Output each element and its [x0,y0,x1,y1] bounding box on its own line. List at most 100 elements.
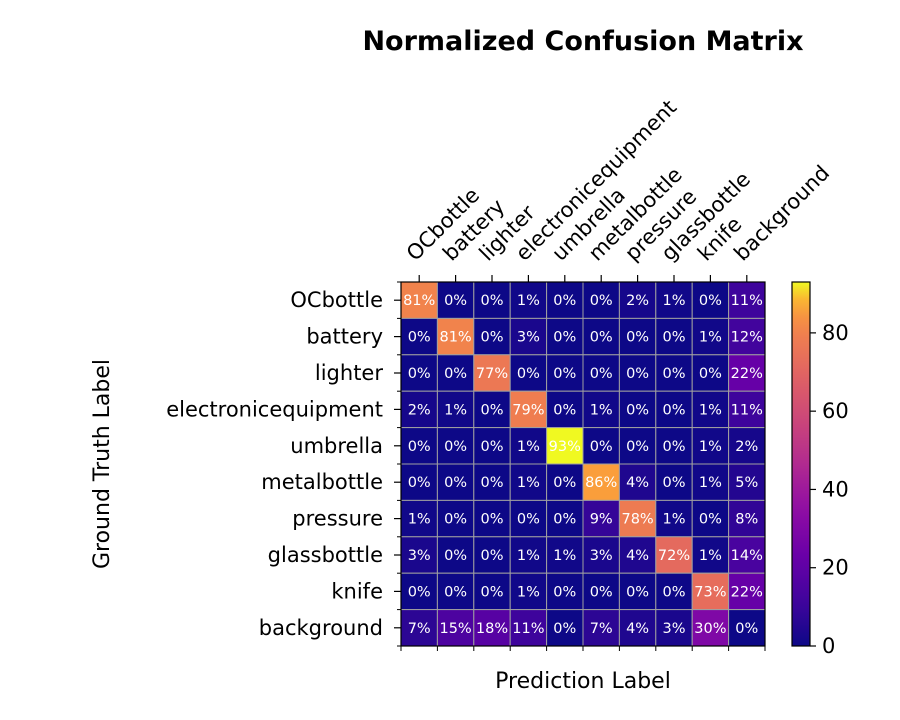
cell-value-label: 0% [699,512,722,528]
heatmap-cell [691,499,730,538]
cell-value-label: 0% [480,439,503,455]
cell-value-label: 3% [517,330,540,346]
y-tick-label: background [259,616,383,640]
cell-value-label: 0% [662,366,685,382]
plot-border [400,281,766,647]
y-tick-label: metalbottle [261,470,383,494]
cell-value-label: 30% [694,621,726,637]
cell-value-label: 0% [553,512,576,528]
cell-value-label: 8% [735,512,758,528]
heatmap-cell [728,609,766,647]
cell-value-label: 11% [512,621,544,637]
cell-value-label: 0% [590,330,613,346]
cell-value-label: 0% [590,439,613,455]
cell-value-label: 14% [731,548,763,564]
heatmap-cell [618,390,657,429]
heatmap-cell [582,463,620,501]
colorbar-tick-label: 80 [822,321,849,345]
heatmap-cell [582,499,620,538]
cell-value-label: 1% [444,402,467,418]
heatmap-cell [582,354,620,392]
cell-value-label: 0% [626,439,649,455]
cell-value-label: 0% [553,475,576,491]
heatmap-cell [509,390,548,429]
cell-value-label: 0% [408,439,431,455]
cell-value-label: 0% [408,330,431,346]
cell-value-label: 0% [480,584,503,600]
cell-value-label: 72% [658,548,690,564]
cell-value-label: 0% [553,621,576,637]
cell-value-label: 2% [735,439,758,455]
cell-value-label: 0% [662,475,685,491]
cell-value-label: 0% [699,293,722,309]
cell-value-label: 0% [699,366,722,382]
cell-value-label: 0% [444,512,467,528]
cell-value-label: 1% [699,402,722,418]
heatmap-cell [546,463,584,501]
cell-value-label: 5% [735,475,758,491]
cell-value-label: 0% [553,330,576,346]
cell-value-label: 0% [553,366,576,382]
cell-value-label: 1% [699,439,722,455]
cell-value-label: 0% [444,584,467,600]
cell-value-label: 0% [444,475,467,491]
cell-value-label: 1% [517,475,540,491]
heatmap-cell [655,281,693,319]
heatmap-cell [582,572,620,611]
cell-value-label: 0% [480,402,503,418]
heatmap-cell [473,536,511,574]
cell-value-label: 1% [517,293,540,309]
cell-value-label: 7% [590,621,613,637]
heatmap-cell [655,536,693,574]
cell-value-label: 15% [439,621,471,637]
cell-value-label: 22% [731,366,763,382]
cell-value-label: 0% [553,402,576,418]
cell-value-label: 77% [476,366,508,382]
y-tick-label: battery [306,325,383,349]
heatmap-cell [546,317,584,356]
cell-value-label: 0% [662,439,685,455]
cell-value-label: 1% [517,548,540,564]
cell-value-label: 1% [517,439,540,455]
heatmap-cell [582,427,620,465]
colorbar-tick-label: 40 [822,477,849,501]
y-tick-label: umbrella [290,434,383,458]
cell-value-label: 0% [408,584,431,600]
cell-value-label: 1% [699,475,722,491]
heatmap-cell [728,354,766,392]
cell-value-label: 0% [408,366,431,382]
heatmap-cell [400,609,438,647]
cell-value-label: 12% [731,330,763,346]
heatmap-cell [618,427,657,465]
cell-value-label: 0% [553,584,576,600]
heatmap-cell [655,354,693,392]
cell-value-label: 4% [626,548,649,564]
heatmap-cell [691,536,730,574]
y-tick-label: lighter [315,361,383,385]
heatmap-cell [728,390,766,429]
heatmap-cell [473,499,511,538]
cell-value-label: 81% [439,330,471,346]
cell-value-label: 0% [517,366,540,382]
colorbar-gradient [791,281,811,647]
colorbar-tick-label: 60 [822,399,849,423]
heatmap-cell [400,463,438,501]
y-tick-label: pressure [292,507,383,531]
cell-value-label: 2% [626,293,649,309]
cell-value-label: 0% [444,366,467,382]
heatmap-cell [691,572,730,611]
cell-value-label: 1% [517,584,540,600]
cell-value-label: 1% [590,402,613,418]
cell-value-label: 79% [512,402,544,418]
heatmap-cell [400,572,438,611]
heatmap-cell [400,427,438,465]
cell-value-label: 1% [699,330,722,346]
cell-value-label: 22% [731,584,763,600]
heatmap-cell [473,427,511,465]
cell-value-label: 0% [553,293,576,309]
heatmap-cell [473,317,511,356]
cell-value-label: 1% [699,548,722,564]
heatmap-cell [436,354,475,392]
cell-value-label: 0% [662,584,685,600]
